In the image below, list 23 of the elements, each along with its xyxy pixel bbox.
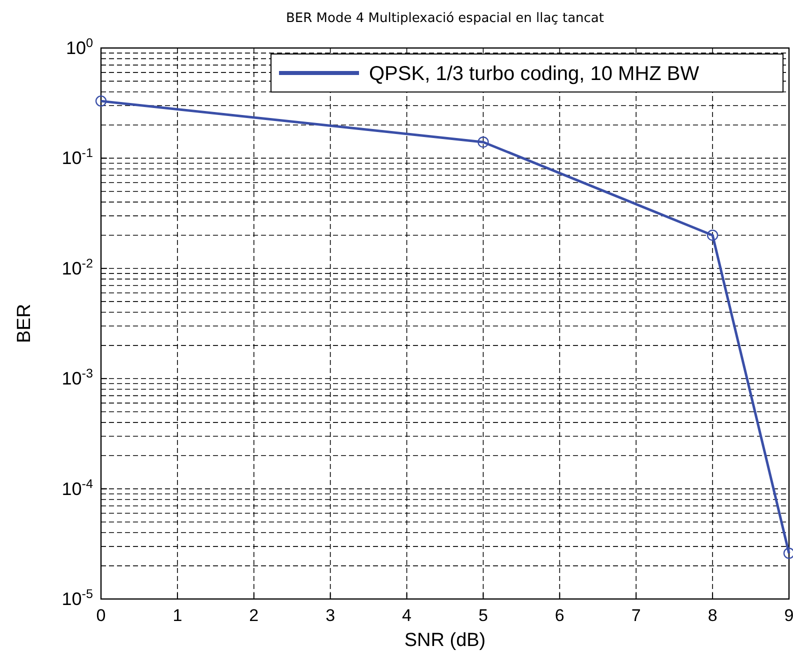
point: [95, 95, 107, 107]
x-tick-label: 0: [96, 606, 106, 625]
x-tick-label: 6: [554, 606, 564, 625]
y-tick-label: 10$^{-1}$: [62, 146, 93, 168]
x-tick-label: 3: [326, 606, 336, 625]
x-tick-label: 4: [402, 606, 412, 625]
point: [478, 136, 489, 148]
x-tick-label: 5: [478, 606, 488, 625]
legend-label: QPSK, 1/3 turbo coding, 10 MHZ BW: [369, 63, 700, 85]
y-tick-label: 10$^{-3}$: [62, 366, 93, 389]
x-tick-label: 9: [784, 606, 793, 625]
y-tick-label: 10$^{-4}$: [62, 476, 93, 499]
point: [706, 230, 718, 241]
y-tick-label: 10$^{0}$: [66, 36, 93, 58]
x-tick-label: 8: [708, 606, 718, 625]
x-tick-label: 1: [172, 606, 182, 625]
x-tick-label: 2: [249, 606, 259, 625]
chart-title: BER Mode 4 Multiplexació espacial en llaç tancat: [286, 11, 604, 26]
x-tick-label: 7: [631, 606, 641, 625]
x-axis-title: SNR (dB): [404, 630, 486, 651]
y-tick-label: 10$^{-2}$: [62, 256, 93, 278]
y-tick-label: 10$^{-5}$: [62, 587, 93, 609]
y-axis-title: BER: [14, 304, 35, 344]
